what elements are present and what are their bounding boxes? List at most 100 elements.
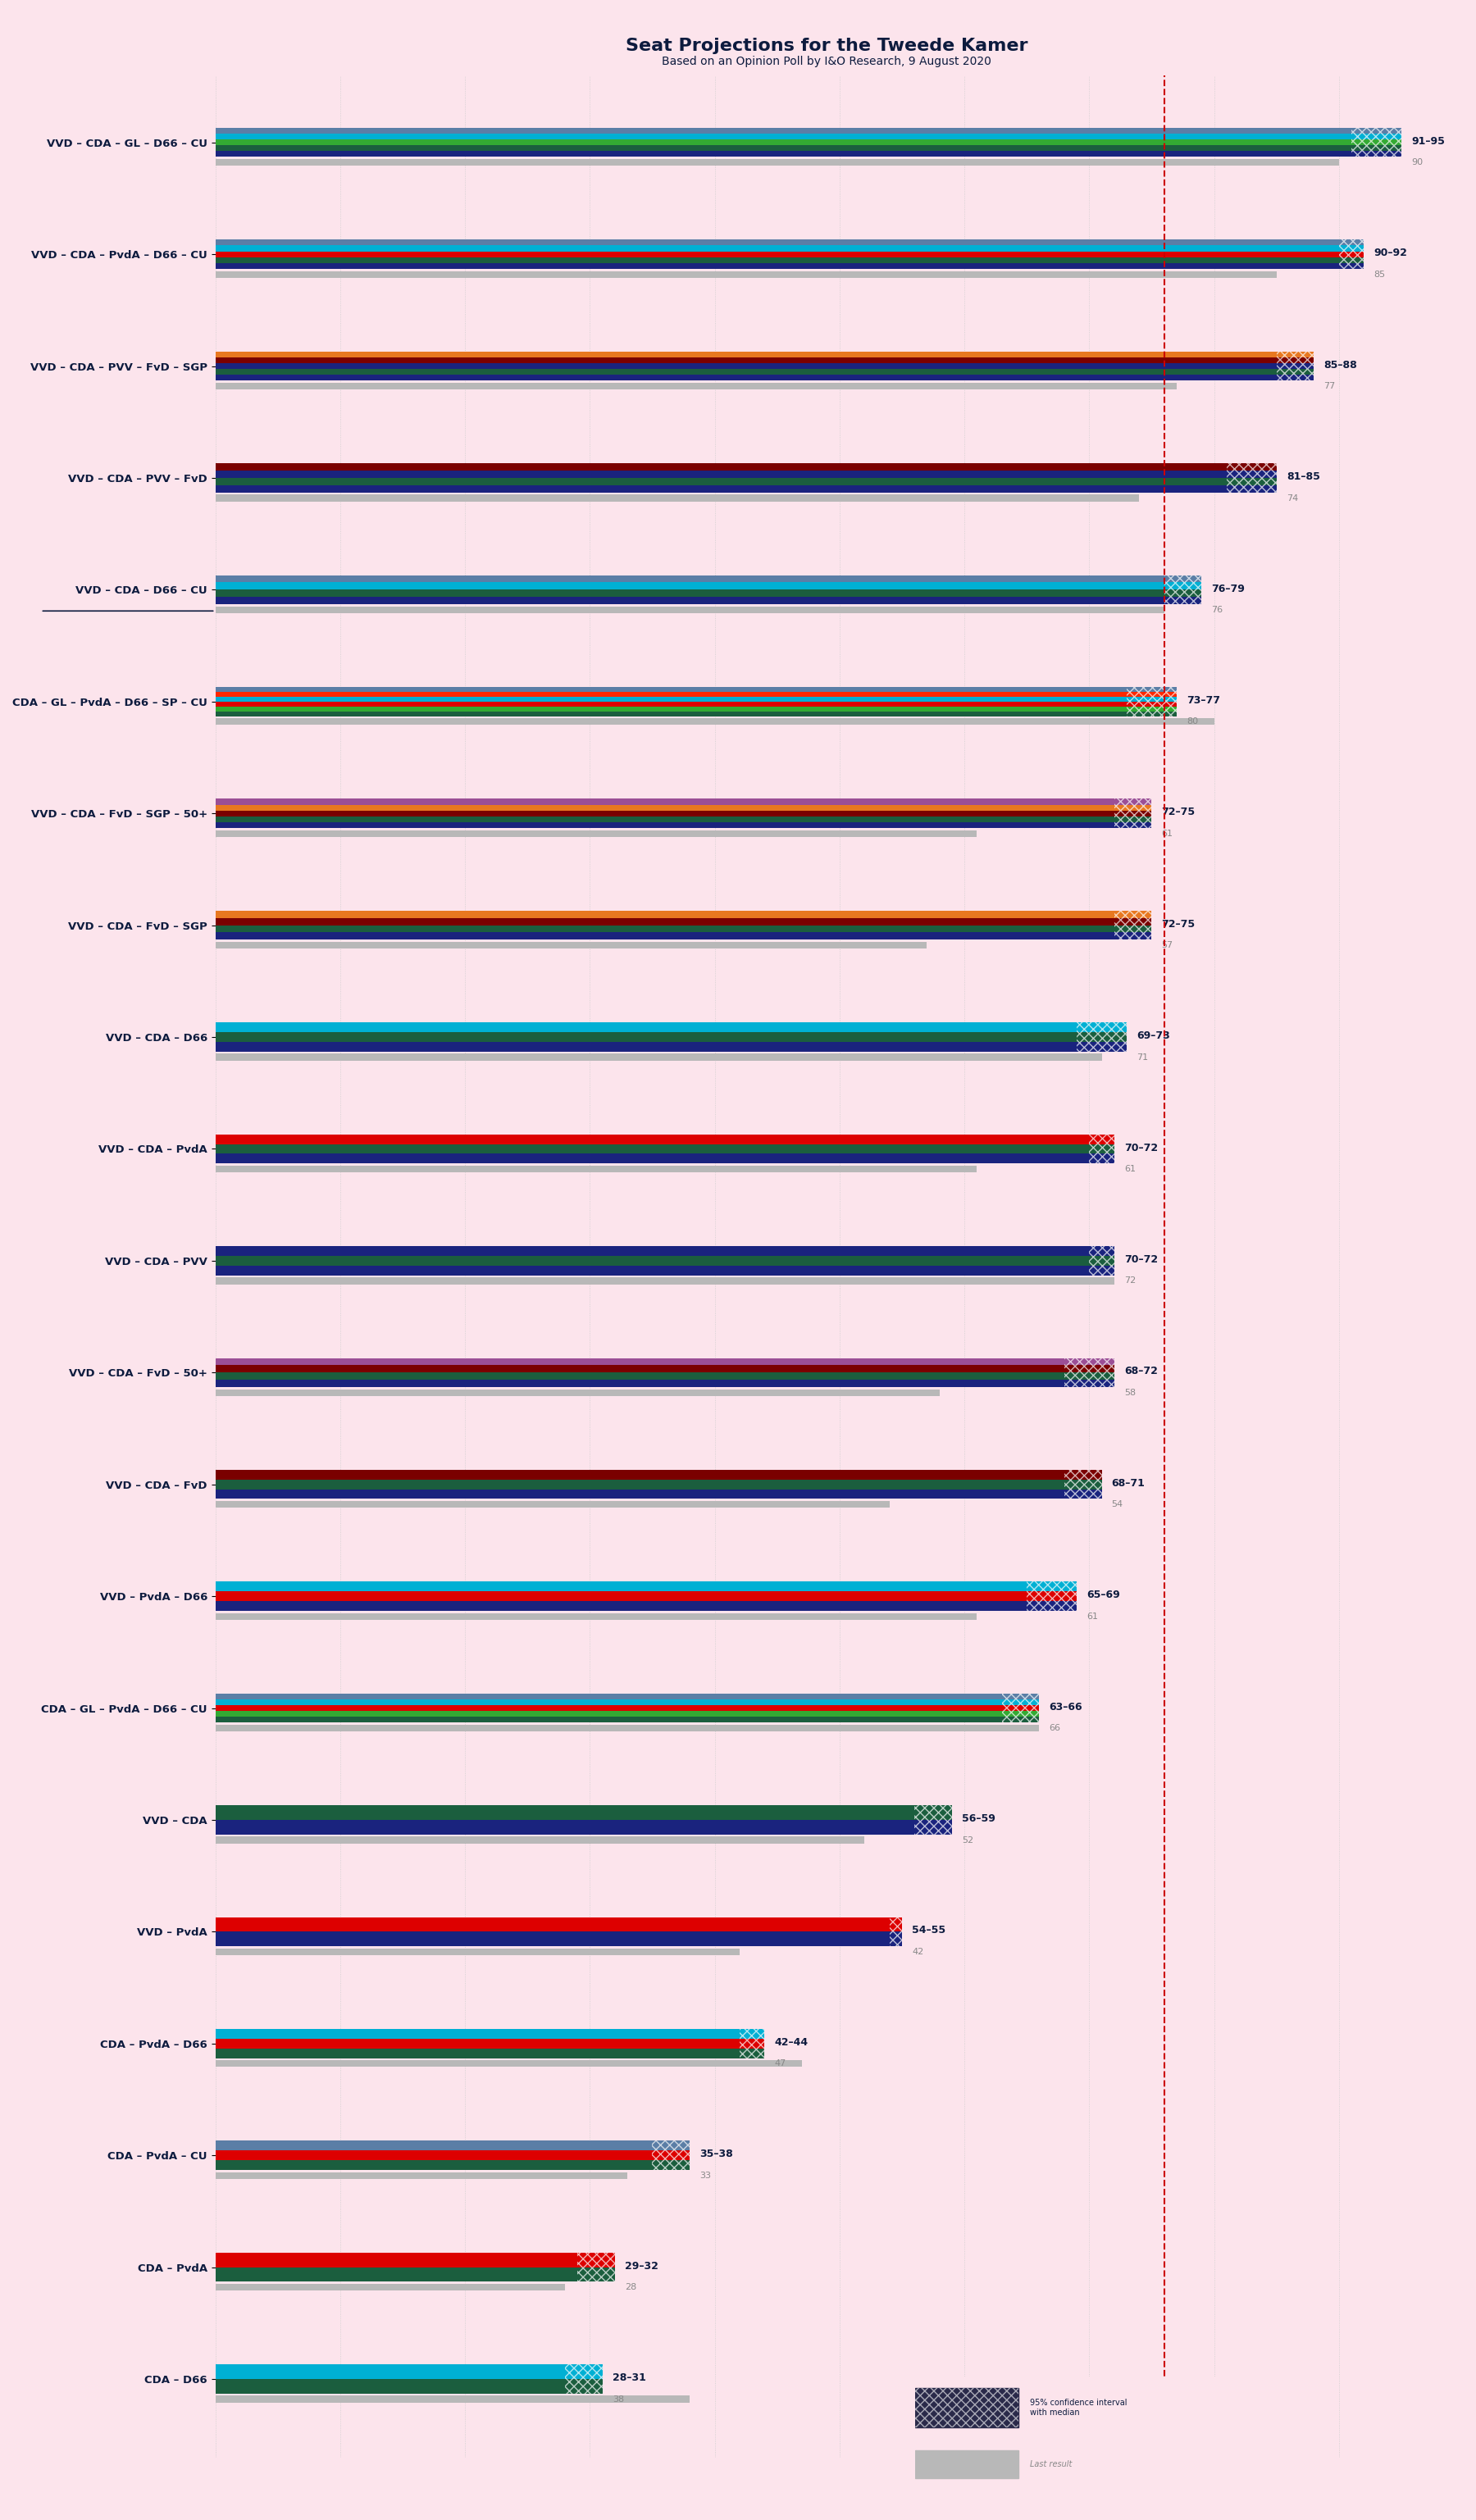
Bar [215, 607, 1165, 612]
Bar [215, 1724, 1039, 1731]
Bar [1089, 1134, 1114, 1164]
Bar [215, 2049, 765, 2059]
Bar [215, 1373, 1114, 1381]
Bar [215, 1381, 1114, 1386]
Bar [215, 1583, 1076, 1590]
Text: 57: 57 [1162, 942, 1173, 950]
Bar [652, 2142, 689, 2170]
Bar [215, 696, 1176, 701]
Bar [215, 471, 1277, 479]
Text: 38: 38 [613, 2394, 624, 2404]
Text: 90–92: 90–92 [1374, 247, 1407, 260]
Bar [215, 1023, 1126, 1033]
Bar [215, 159, 1339, 166]
Bar [215, 804, 1151, 811]
Bar [215, 139, 1401, 146]
Bar [215, 718, 1215, 726]
Bar [215, 1144, 1114, 1154]
Bar [215, 1479, 1101, 1489]
Text: 42: 42 [912, 1948, 924, 1956]
Text: 58: 58 [1125, 1389, 1135, 1396]
Bar [215, 799, 1151, 804]
Text: 85–88: 85–88 [1324, 360, 1358, 370]
Bar [215, 358, 1314, 363]
Text: 77: 77 [1324, 383, 1336, 391]
Bar [215, 350, 1314, 358]
Bar [215, 1278, 1114, 1285]
Text: Based on an Opinion Poll by I&O Research, 9 August 2020: Based on an Opinion Poll by I&O Research… [661, 55, 992, 68]
Bar [215, 1041, 1126, 1051]
Text: 95% confidence interval
with median: 95% confidence interval with median [1030, 2399, 1126, 2417]
Text: 73–77: 73–77 [1187, 696, 1221, 706]
Bar [215, 1716, 1039, 1724]
Text: 68–71: 68–71 [1111, 1477, 1145, 1489]
Bar [215, 2283, 565, 2291]
Bar [215, 146, 1401, 151]
Bar [215, 1389, 939, 1396]
Bar [215, 590, 1201, 597]
Bar [215, 494, 1139, 501]
Bar [215, 688, 1176, 693]
Bar [215, 829, 977, 837]
Text: 74: 74 [1287, 494, 1297, 501]
Text: Seat Projections for the Tweede Kamer: Seat Projections for the Tweede Kamer [626, 38, 1027, 55]
Bar [215, 151, 1401, 156]
Bar [215, 1469, 1101, 1479]
Bar [215, 910, 1151, 917]
Bar [215, 1711, 1039, 1716]
Bar [1064, 1358, 1114, 1386]
Bar [215, 925, 1151, 932]
Bar [215, 706, 1176, 711]
Bar [215, 701, 1176, 706]
Bar [1126, 688, 1176, 716]
Bar [215, 711, 1176, 716]
Bar [215, 2061, 801, 2066]
Bar [215, 1804, 952, 1819]
Bar [215, 1053, 1101, 1061]
Bar [215, 1693, 1039, 1698]
Bar [215, 383, 1176, 391]
Text: 28: 28 [624, 2283, 636, 2291]
Bar [215, 1502, 890, 1507]
Bar [215, 2029, 765, 2039]
Bar [215, 575, 1201, 582]
Text: 29–32: 29–32 [624, 2260, 658, 2271]
Bar [215, 1154, 1114, 1164]
Bar [215, 582, 1201, 590]
Bar [215, 1167, 977, 1172]
Bar [215, 1265, 1114, 1275]
Bar [1002, 1693, 1039, 1724]
Bar [1027, 1583, 1076, 1610]
Bar [215, 1366, 1114, 1373]
Text: 71: 71 [1137, 1053, 1148, 1061]
Bar [215, 464, 1277, 471]
Bar [215, 2142, 689, 2150]
Text: 66: 66 [1049, 1724, 1061, 1731]
Bar [1227, 464, 1277, 491]
Text: 91–95: 91–95 [1411, 136, 1445, 146]
Bar [215, 1706, 1039, 1711]
Bar [915, 2389, 1018, 2427]
Bar [890, 1918, 902, 1945]
Bar [215, 1255, 1114, 1265]
Bar [215, 816, 1151, 822]
Bar [215, 244, 1364, 252]
Bar [1165, 575, 1201, 605]
Text: Last result: Last result [1030, 2460, 1072, 2470]
Bar [215, 2039, 765, 2049]
Text: 80: 80 [1187, 718, 1199, 726]
Text: 90: 90 [1411, 159, 1423, 166]
Text: 70–72: 70–72 [1125, 1255, 1157, 1265]
Bar [215, 1698, 1039, 1706]
Text: 54: 54 [1111, 1499, 1123, 1509]
Text: 52: 52 [962, 1837, 974, 1845]
Bar [215, 2172, 627, 2180]
Bar [215, 363, 1314, 368]
Bar [215, 2150, 689, 2160]
Bar [215, 375, 1314, 381]
Text: 63–66: 63–66 [1049, 1701, 1082, 1711]
Bar [215, 1134, 1114, 1144]
Bar [565, 2364, 602, 2394]
Bar [215, 272, 1277, 277]
Text: 85: 85 [1374, 270, 1386, 277]
